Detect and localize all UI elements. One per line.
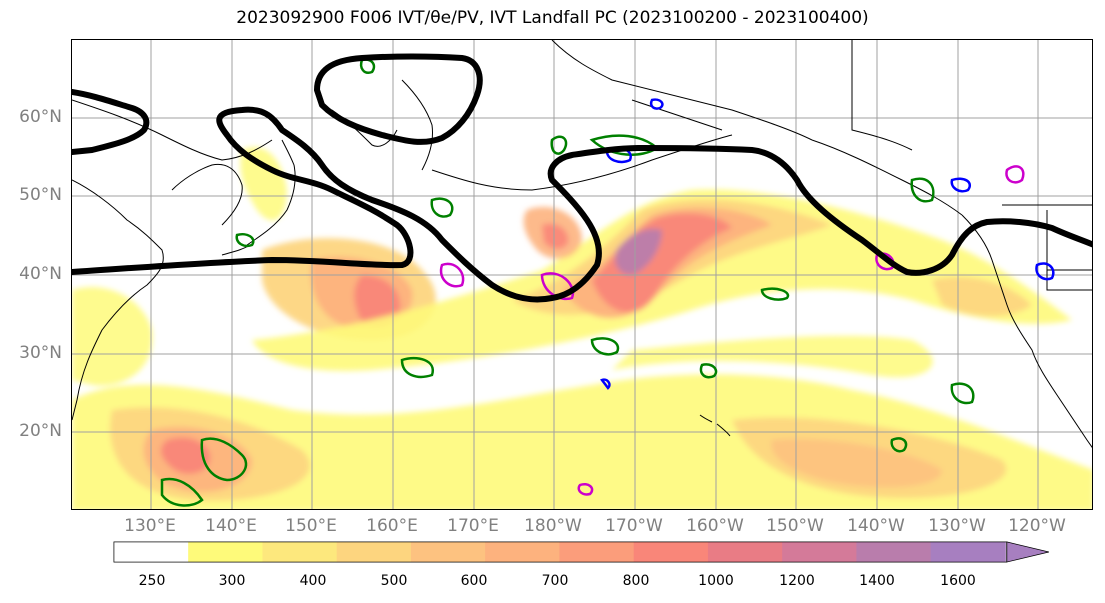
lat-label-40n: 40°N	[19, 264, 62, 284]
colorbar-tick-700: 700	[541, 573, 569, 589]
magenta-contours	[439, 165, 1025, 496]
plot-title: 2023092900 F006 IVT/θe/PV, IVT Landfall …	[236, 8, 869, 28]
colorbar-tick-800: 800	[622, 573, 650, 589]
colorbar-segment	[930, 541, 1006, 563]
colorbar-segment	[113, 541, 190, 563]
colorbar-segment	[485, 541, 561, 563]
colorbar-tick-1600: 1600	[940, 573, 976, 589]
colorbar-tick-1400: 1400	[859, 573, 895, 589]
lat-label-60n: 60°N	[19, 107, 62, 127]
colorbar	[113, 541, 1050, 563]
colorbar-segment	[336, 541, 412, 563]
map-panel	[71, 39, 1093, 510]
colorbar-segment	[262, 541, 338, 563]
colorbar-segment	[633, 541, 709, 563]
lon-label-130e: 130°E	[124, 516, 176, 536]
lon-label-140w: 140°W	[847, 516, 905, 536]
colorbar-segment	[707, 541, 784, 563]
lon-label-130w: 130°W	[928, 516, 986, 536]
colorbar-segment	[559, 541, 635, 563]
colorbar-tick-300: 300	[218, 573, 246, 589]
colorbar-tick-500: 500	[380, 573, 408, 589]
colorbar-tick-400: 400	[299, 573, 327, 589]
lat-label-20n: 20°N	[19, 421, 62, 441]
colorbar-segment	[856, 541, 932, 563]
colorbar-tick-600: 600	[460, 573, 488, 589]
colorbar-tick-1000: 1000	[698, 573, 734, 589]
lon-label-170w: 170°W	[605, 516, 663, 536]
graticule	[72, 40, 1092, 509]
map-canvas	[72, 40, 1092, 509]
colorbar-tick-1200: 1200	[779, 573, 815, 589]
lon-label-160w: 160°W	[686, 516, 744, 536]
lat-label-50n: 50°N	[19, 185, 62, 205]
lon-label-120w: 120°W	[1008, 516, 1066, 536]
lat-label-30n: 30°N	[19, 343, 62, 363]
lon-label-180w: 180°W	[524, 516, 582, 536]
lon-label-170e: 170°E	[447, 516, 499, 536]
colorbar-frame	[113, 541, 1008, 563]
lon-label-140e: 140°E	[205, 516, 257, 536]
lon-label-150e: 150°E	[285, 516, 337, 536]
lon-label-160e: 160°E	[366, 516, 418, 536]
colorbar-segment	[410, 541, 487, 563]
colorbar-extend-arrow	[1006, 541, 1050, 563]
colorbar-segment	[188, 541, 264, 563]
ivt-shading	[72, 146, 1092, 509]
pv-contour	[72, 53, 1092, 303]
colorbar-tick-250: 250	[138, 573, 166, 589]
lon-label-150w: 150°W	[766, 516, 824, 536]
colorbar-segment	[782, 541, 858, 563]
